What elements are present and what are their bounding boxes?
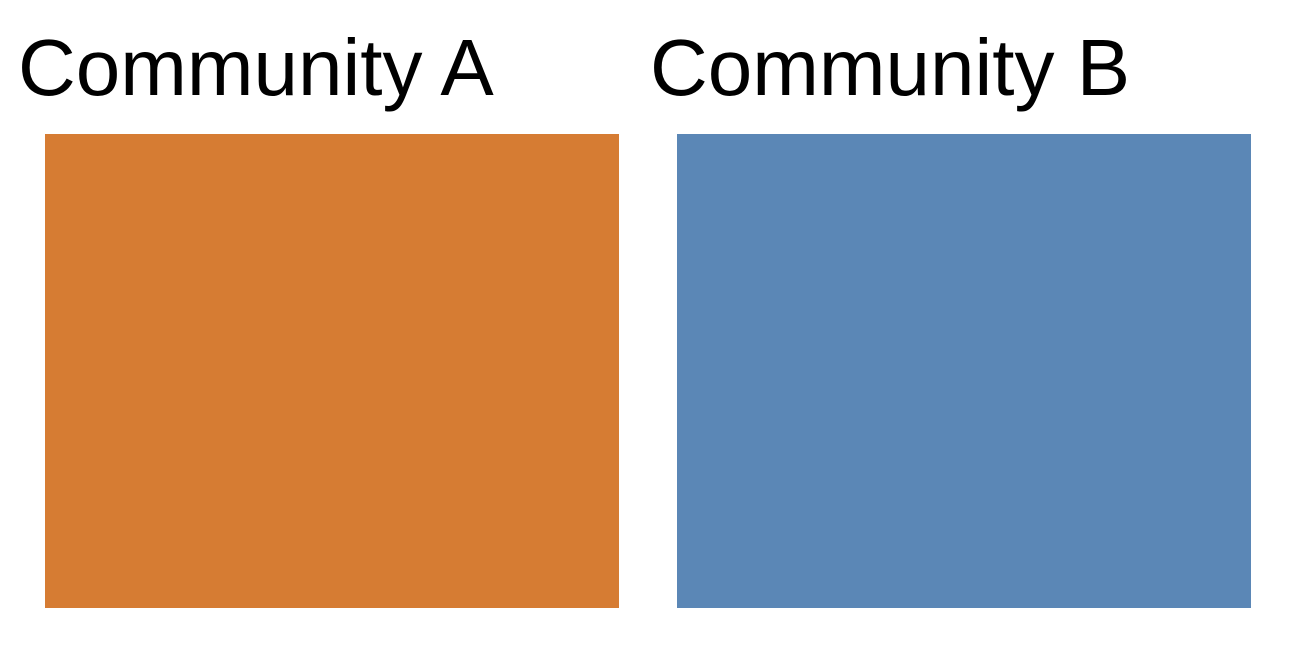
community-a-color-block (45, 134, 619, 608)
community-b-color-block (677, 134, 1251, 608)
community-a-title: Community A (18, 23, 494, 112)
community-b-title: Community B (650, 23, 1131, 112)
